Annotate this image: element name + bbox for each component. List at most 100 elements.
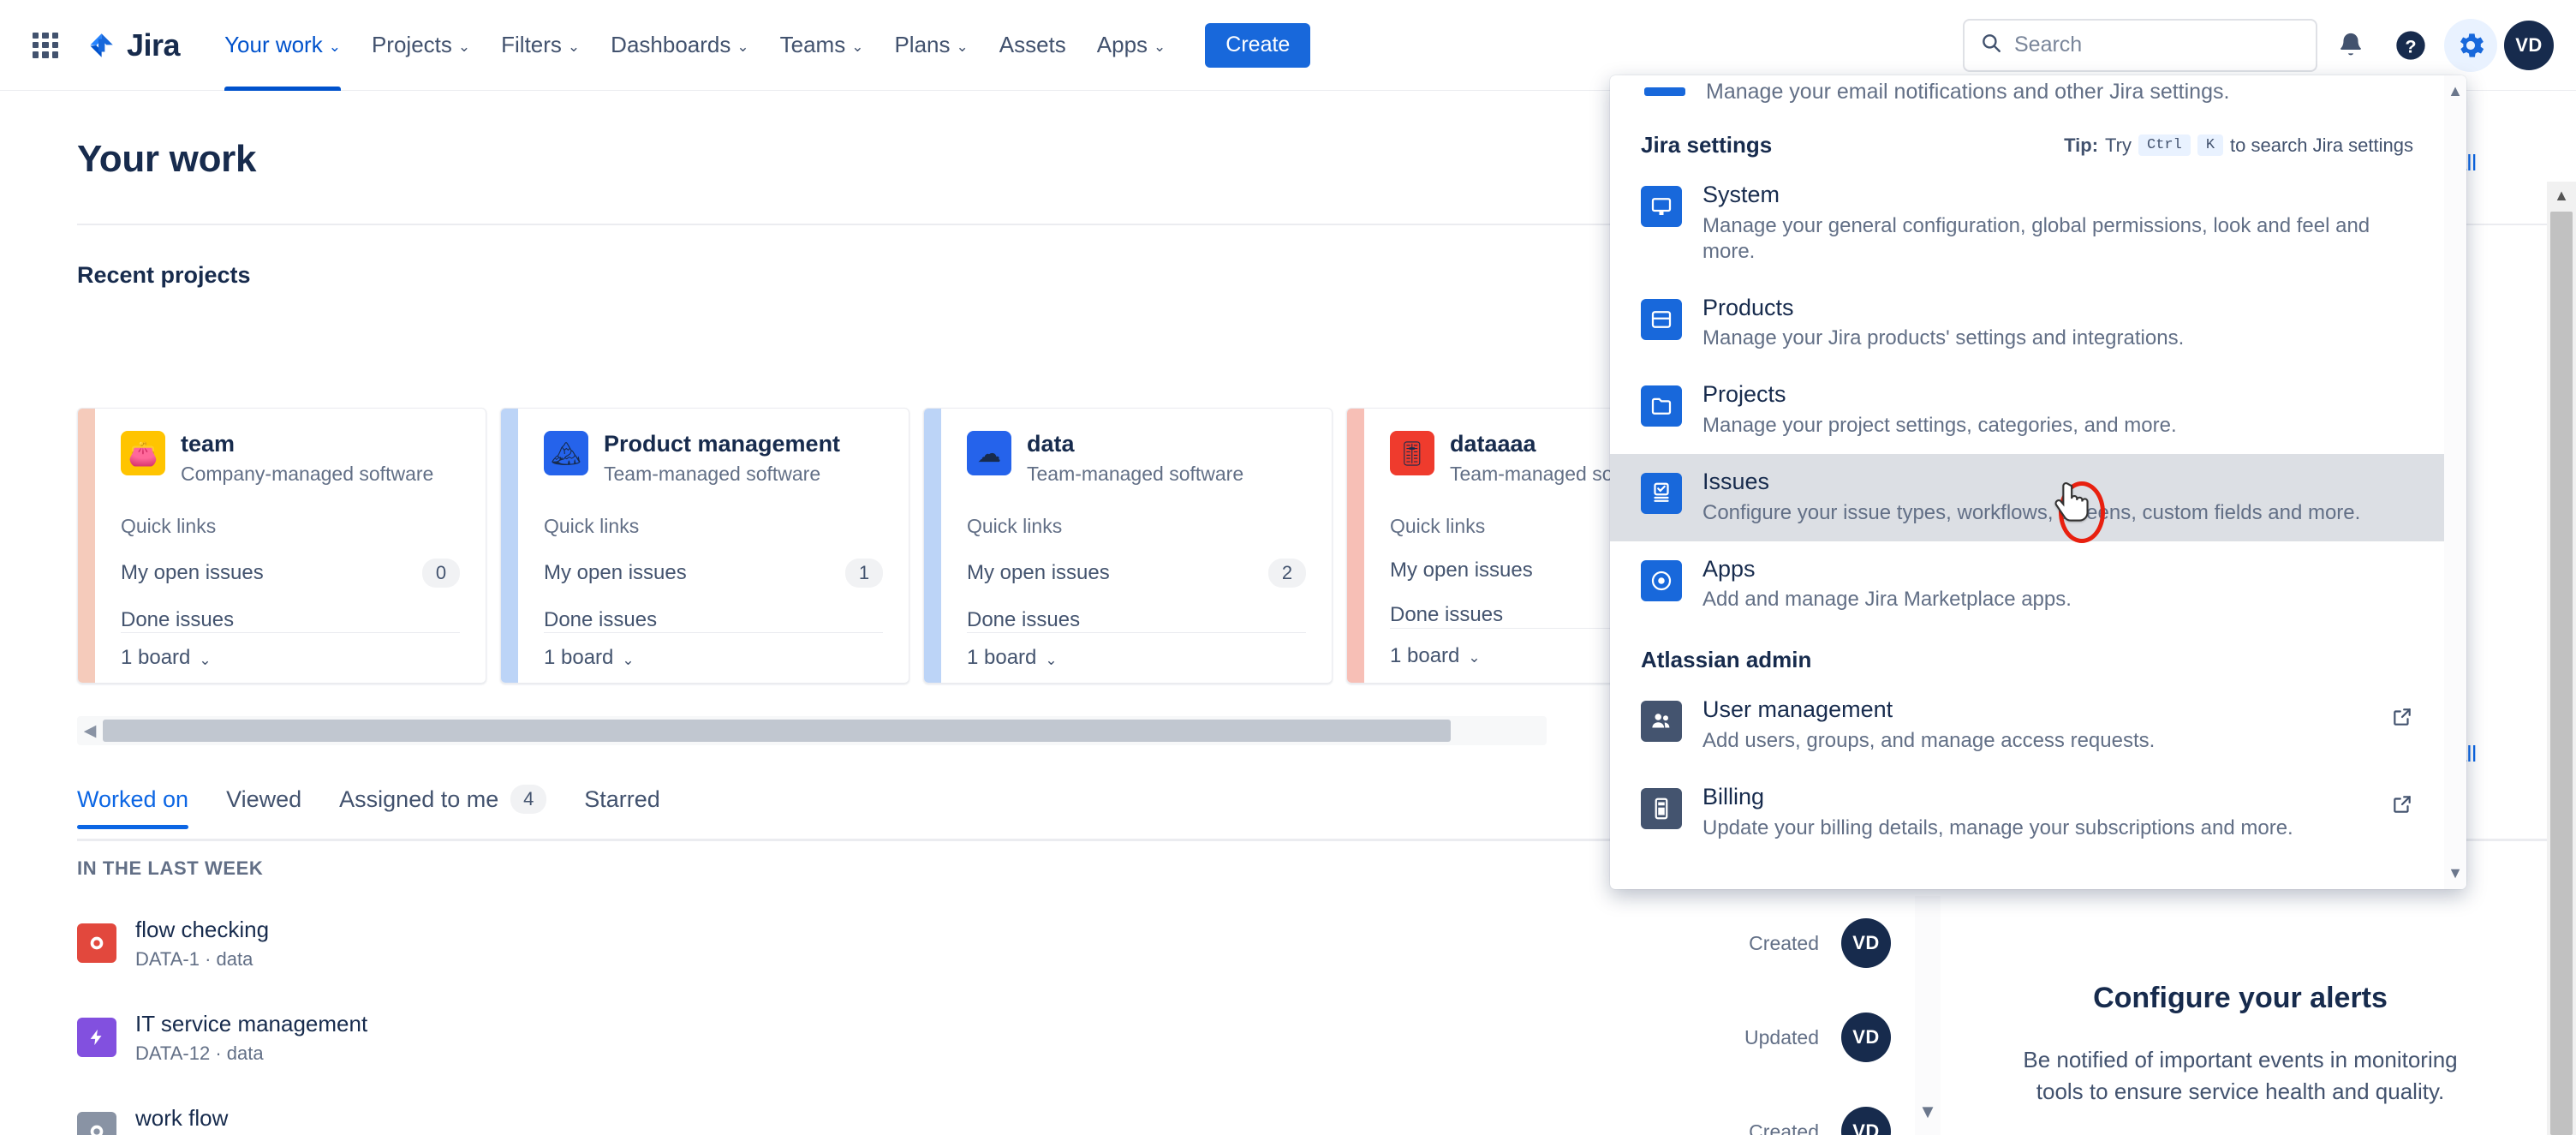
board-selector[interactable]: 1 board ⌄ [1390, 628, 1729, 683]
settings-menu-item-projects[interactable]: Projects Manage your project settings, ca… [1610, 367, 2444, 454]
tab-label: Viewed [226, 786, 302, 812]
jira-logo-icon [84, 28, 118, 63]
help-button[interactable]: ? [2384, 19, 2437, 72]
project-name: Product management [604, 431, 841, 457]
board-selector[interactable]: 1 board ⌄ [121, 632, 460, 683]
chevron-down-icon: ⌄ [851, 39, 864, 55]
issue-actor-avatar[interactable]: VD [1841, 1107, 1891, 1135]
menu-item-title: System [1702, 182, 1780, 207]
nav-item-filters[interactable]: Filters ⌄ [486, 0, 595, 91]
page-vertical-scrollbar[interactable]: ▲ [2547, 182, 2576, 1135]
nav-item-dashboards[interactable]: Dashboards ⌄ [595, 0, 764, 91]
issue-list-item[interactable]: flow checking DATA-1 · data Created VD [67, 896, 2576, 990]
notifications-button[interactable] [2324, 19, 2377, 72]
my-open-issues-row[interactable]: My open issues 0 [121, 559, 460, 588]
settings-menu-scrollbar[interactable]: ▲ ▼ [2444, 75, 2466, 889]
done-issues-label: Done issues [544, 608, 658, 632]
done-issues-row[interactable]: Done issues [967, 608, 1306, 632]
issue-actor-avatar[interactable]: VD [1841, 1013, 1891, 1062]
settings-menu-item-apps[interactable]: Apps Add and manage Jira Marketplace apps… [1610, 541, 2444, 629]
board-selector[interactable]: 1 board ⌄ [544, 632, 883, 683]
settings-menu-item-products[interactable]: Products Manage your Jira products' setti… [1610, 280, 2444, 367]
my-open-issues-row[interactable]: My open issues 1 [544, 559, 883, 588]
nav-item-label: Assets [999, 32, 1066, 57]
tab-viewed[interactable]: Viewed [207, 785, 320, 829]
project-card-body: 🎚 dataaaa Team-managed software Quick links… [1364, 409, 1755, 683]
menu-item-title: Issues [1702, 469, 1770, 495]
project-card[interactable]: ☁ data Team-managed software Quick links My … [923, 408, 1333, 684]
project-card-body: 🏔 Product management Team-managed software… [518, 409, 909, 683]
nav-item-assets[interactable]: Assets [984, 0, 1082, 91]
issues-icon [1641, 473, 1682, 515]
menu-scroll-down-arrow[interactable]: ▼ [2448, 864, 2463, 881]
projects-horizontal-scrollbar[interactable]: ◀ [77, 716, 1547, 745]
tip-try: Try [2105, 134, 2132, 156]
issue-project: data [226, 1042, 264, 1064]
project-card[interactable]: 👛 team Company-managed software Quick links… [77, 408, 486, 684]
project-color-stripe [78, 409, 95, 683]
chevron-down-icon: ⌄ [736, 39, 749, 55]
chevron-down-icon: ⌄ [1154, 39, 1166, 55]
chevron-down-icon[interactable]: ▼ [1918, 1101, 1937, 1122]
tab-assigned-to-me[interactable]: Assigned to me 4 [320, 785, 565, 829]
my-open-issues-row[interactable]: My open issues 2 [967, 559, 1306, 588]
tab-starred[interactable]: Starred [565, 785, 679, 829]
done-issues-row[interactable]: Done issues [1390, 603, 1729, 627]
scroll-left-arrow[interactable]: ◀ [83, 721, 97, 740]
tab-label: Assigned to me [339, 786, 499, 812]
issues-list-scrollbar[interactable]: ▼ [1915, 896, 1941, 1135]
menu-item-text: User management Add users, groups, and ma… [1702, 697, 2155, 754]
page-scroll-thumb[interactable] [2550, 212, 2573, 1135]
settings-menu-item-user-management[interactable]: User management Add users, groups, and ma… [1610, 682, 2444, 769]
chevron-down-icon: ⌄ [1468, 649, 1481, 666]
user-avatar[interactable]: VD [2504, 20, 2554, 70]
page-title: Your work [77, 138, 257, 180]
alerts-description: Be notified of important events in monit… [2023, 1047, 2458, 1104]
chevron-down-icon: ⌄ [199, 651, 212, 668]
scroll-track[interactable] [103, 720, 1547, 742]
tab-worked-on[interactable]: Worked on [77, 785, 207, 829]
nav-item-label: Filters [501, 32, 562, 57]
nav-item-label: Apps [1096, 32, 1148, 57]
issue-list-item[interactable]: work flowTEAM-6 · team Created VD [67, 1084, 2576, 1135]
issue-actor-avatar[interactable]: VD [1841, 918, 1891, 968]
external-link-icon[interactable] [2391, 785, 2413, 815]
nav-item-projects[interactable]: Projects ⌄ [356, 0, 486, 91]
jira-logo[interactable]: Jira [84, 27, 181, 63]
app-switcher-icon[interactable] [26, 26, 65, 65]
search-input[interactable] [2014, 33, 2300, 57]
done-issues-row[interactable]: Done issues [121, 608, 460, 632]
nav-item-label: Your work [224, 32, 323, 57]
recent-projects-heading: Recent projects [77, 262, 251, 288]
menu-item-text: Issues Configure your issue types, workfl… [1702, 469, 2360, 526]
menu-scroll-up-arrow[interactable]: ▲ [2448, 82, 2463, 99]
jira-settings-heading: Jira settings [1641, 132, 1773, 158]
search-box[interactable] [1963, 18, 2317, 72]
jira-settings-dropdown: Manage your email notifications and othe… [1610, 75, 2466, 889]
settings-menu-item-issues[interactable]: Issues Configure your issue types, workfl… [1610, 454, 2444, 541]
done-issues-row[interactable]: Done issues [544, 608, 883, 632]
settings-menu-item-billing[interactable]: Billing Update your billing details, mana… [1610, 769, 2444, 857]
scroll-thumb[interactable] [103, 720, 1451, 742]
nav-item-plans[interactable]: Plans ⌄ [879, 0, 983, 91]
settings-menu-clipped-item[interactable]: Manage your email notifications and othe… [1610, 75, 2444, 108]
nav-item-apps[interactable]: Apps ⌄ [1082, 0, 1182, 91]
atlassian-admin-section-header: Atlassian admin [1610, 628, 2444, 682]
issues-list: flow checking DATA-1 · data Created VD IT se… [67, 896, 2576, 1135]
external-link-icon[interactable] [2391, 697, 2413, 728]
nav-item-your-work[interactable]: Your work ⌄ [209, 0, 356, 91]
create-button[interactable]: Create [1205, 22, 1311, 68]
project-color-stripe [501, 409, 518, 683]
my-open-issues-row[interactable]: My open issues [1390, 559, 1729, 582]
settings-menu-item-system[interactable]: System Manage your general configuration,… [1610, 167, 2444, 280]
tip-suffix: to search Jira settings [2230, 134, 2413, 156]
project-card[interactable]: 🏔 Product management Team-managed software… [500, 408, 909, 684]
settings-gear-button[interactable] [2444, 18, 2497, 72]
board-selector[interactable]: 1 board ⌄ [967, 632, 1306, 683]
nav-item-label: Plans [894, 32, 951, 57]
nav-item-teams[interactable]: Teams ⌄ [765, 0, 880, 91]
top-navigation-bar: Jira Your work ⌄ Projects ⌄ Filters ⌄ Dashboar… [0, 0, 2576, 91]
scroll-up-arrow[interactable]: ▲ [2554, 187, 2569, 204]
menu-item-text: System Manage your general configuration,… [1702, 182, 2413, 265]
issue-list-item[interactable]: IT service management DATA-12 · data Updat… [67, 990, 2576, 1084]
